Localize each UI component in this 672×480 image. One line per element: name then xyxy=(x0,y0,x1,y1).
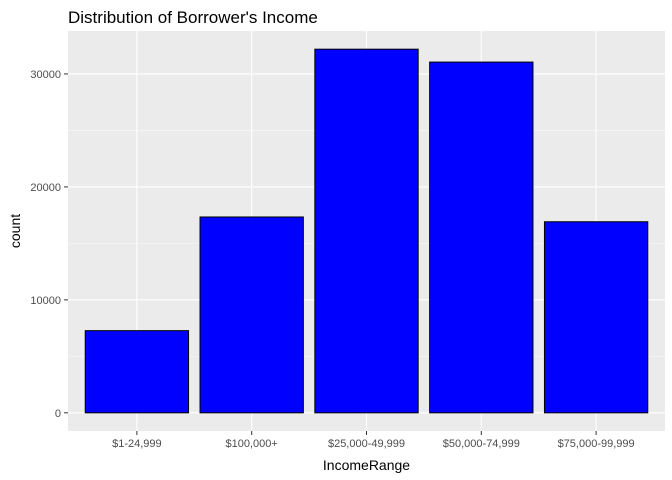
bar xyxy=(84,330,190,414)
bars xyxy=(84,48,649,414)
bar xyxy=(543,221,649,414)
x-tick-label: $100,000+ xyxy=(226,438,278,450)
x-axis-title: IncomeRange xyxy=(323,457,410,473)
y-axis-title: count xyxy=(7,214,23,248)
bar xyxy=(199,216,304,414)
y-axis: 0 10000 20000 30000 xyxy=(30,69,68,420)
y-tick-label: 30000 xyxy=(30,69,61,81)
x-tick-label: $50,000-74,999 xyxy=(443,438,520,450)
bar xyxy=(314,48,419,414)
x-tick-label: $75,000-99,999 xyxy=(558,438,635,450)
y-tick-label: 20000 xyxy=(30,182,61,194)
chart-title: Distribution of Borrower's Income xyxy=(68,8,318,27)
x-tick-label: $1-24,999 xyxy=(112,438,162,450)
y-tick-label: 0 xyxy=(55,408,61,420)
y-tick-label: 10000 xyxy=(30,295,61,307)
x-axis: $1-24,999 $100,000+ $25,000-49,999 $50,000-… xyxy=(112,431,635,450)
bar xyxy=(429,61,534,414)
x-tick-label: $25,000-49,999 xyxy=(328,438,405,450)
